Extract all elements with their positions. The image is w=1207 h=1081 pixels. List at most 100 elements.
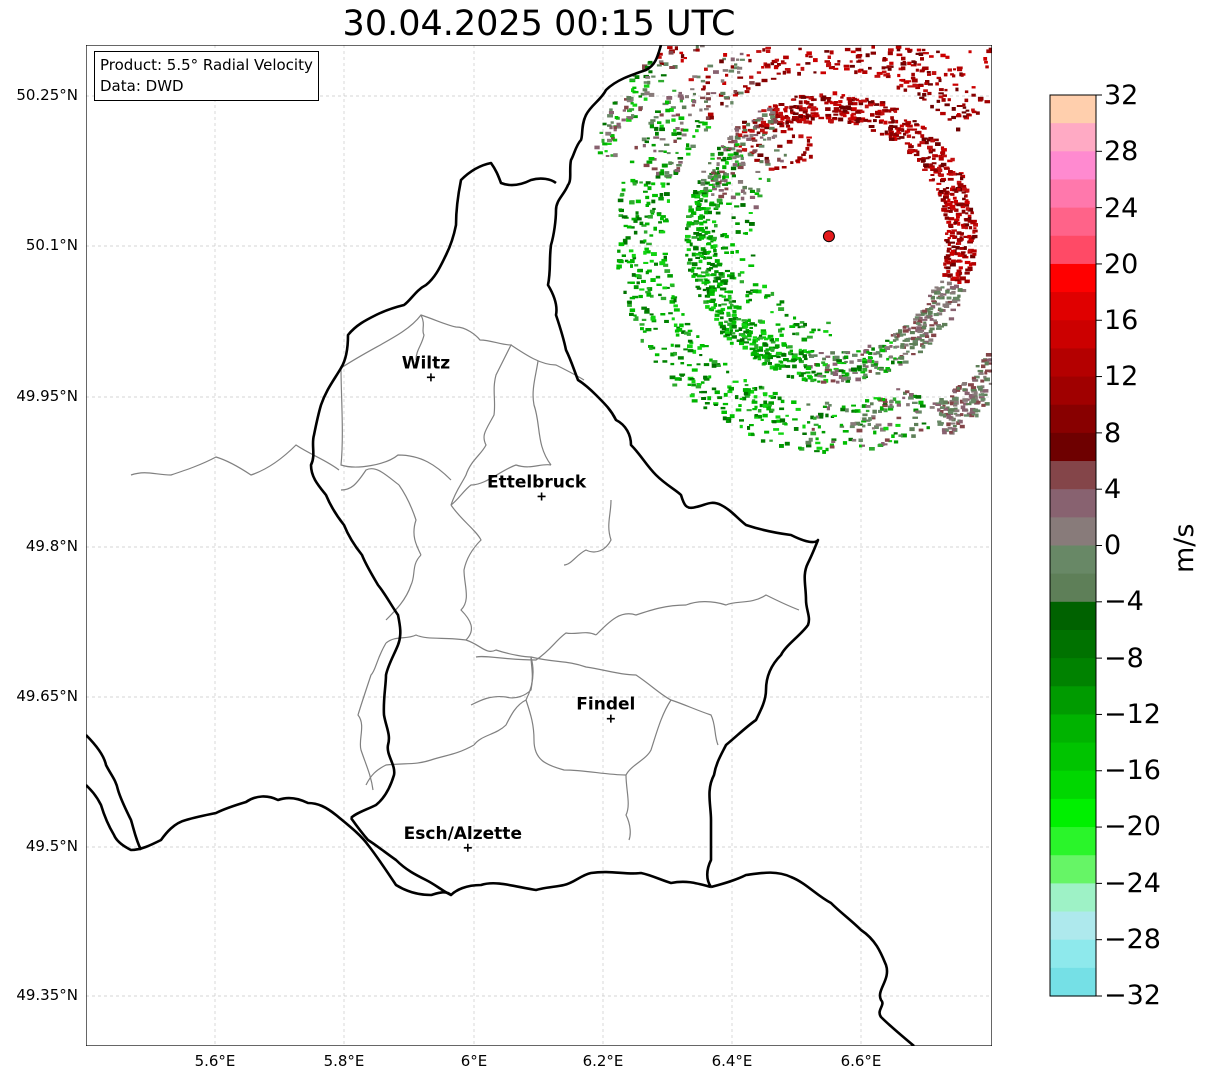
radar-echo-cell: [780, 159, 784, 163]
radar-echo-cell: [930, 174, 935, 176]
radar-echo-cell: [607, 114, 613, 118]
radar-echo-cell: [699, 190, 705, 194]
radar-echo-cell: [685, 253, 689, 257]
radar-echo-cell: [957, 294, 961, 298]
radar-echo-cell: [840, 96, 844, 99]
radar-echo-cell: [725, 105, 729, 108]
radar-echo-cell: [670, 343, 674, 347]
radar-echo-cell: [670, 352, 675, 357]
radar-echo-cell: [930, 305, 936, 309]
radar-echo-cell: [900, 62, 907, 66]
radar-echo-cell: [818, 412, 824, 417]
radar-echo-cell: [878, 409, 882, 413]
radar-echo-cell: [790, 120, 794, 124]
radar-echo-cell: [849, 60, 853, 63]
radar-echo-cell: [887, 51, 893, 56]
radar-echo-cell: [728, 318, 733, 322]
radar-echo-cell: [922, 98, 927, 101]
radar-echo-cell: [829, 445, 835, 449]
radar-echo-cell: [661, 258, 668, 262]
radar-echo-cell: [978, 396, 985, 399]
radar-echo-cell: [830, 371, 834, 375]
radar-echo-cell: [984, 100, 991, 104]
radar-echo-cell: [967, 214, 972, 219]
radar-echo-cell: [906, 128, 913, 131]
radar-echo-cell: [952, 389, 957, 392]
radar-echo-cell: [742, 345, 748, 350]
radar-echo-cell: [651, 182, 656, 186]
radar-echo-cell: [762, 284, 767, 289]
radar-echo-cell: [754, 414, 758, 418]
radar-echo-cell: [713, 249, 717, 253]
radar-echo-cell: [770, 355, 777, 358]
radar-echo-cell: [865, 99, 869, 102]
radar-echo-cell: [601, 138, 605, 143]
radar-echo-cell: [848, 368, 853, 372]
radar-echo-cell: [655, 110, 661, 113]
radar-echo-cell: [810, 112, 817, 115]
lat-tick-label: 50.25°N: [16, 86, 78, 104]
radar-echo-cell: [970, 254, 976, 259]
radar-echo-cell: [701, 229, 706, 233]
radar-echo-cell: [748, 212, 753, 214]
radar-echo-cell: [923, 163, 929, 167]
radar-echo-cell: [779, 300, 785, 304]
radar-echo-cell: [843, 64, 850, 68]
radar-echo-cell: [695, 256, 700, 259]
radar-echo-cell: [798, 47, 802, 51]
radar-echo-cell: [877, 444, 883, 447]
radar-echo-cell: [817, 374, 824, 378]
radar-echo-cell: [812, 354, 818, 357]
radar-echo-cell: [674, 169, 681, 173]
colorbar-tick-label: 32: [1104, 80, 1139, 111]
radar-echo-cell: [878, 345, 883, 349]
radar-echo-cell: [949, 262, 956, 267]
radar-echo-cell: [740, 189, 745, 193]
radar-echo-cell: [957, 303, 961, 307]
radar-echo-cell: [888, 406, 894, 411]
radar-echo-cell: [700, 79, 706, 83]
radar-echo-cell: [826, 97, 830, 100]
radar-echo-cell: [706, 256, 713, 260]
radar-echo-cell: [679, 51, 684, 55]
radar-echo-cell: [833, 371, 837, 376]
radar-echo-cell: [641, 137, 647, 142]
radar-echo-cell: [717, 170, 721, 175]
radar-echo-cell: [949, 286, 956, 289]
radar-echo-cell: [844, 360, 848, 363]
colorbar-band: [1050, 742, 1096, 772]
radar-echo-cell: [774, 65, 780, 68]
radar-echo-cell: [613, 153, 618, 158]
radar-echo-cell: [987, 362, 992, 365]
radar-echo-cell: [950, 395, 955, 398]
radar-echo-cell: [884, 130, 888, 134]
radar-echo-cell: [952, 296, 959, 301]
radar-echo-cell: [968, 50, 972, 54]
radar-echo-cell: [935, 142, 941, 146]
radar-echo-cell: [871, 417, 876, 420]
radar-echo-cell: [735, 395, 739, 400]
radar-echo-cell: [817, 328, 821, 332]
radar-echo-cell: [806, 374, 812, 378]
radar-echo-cell: [751, 119, 756, 123]
radar-echo-cell: [760, 329, 767, 334]
radar-echo-cell: [784, 441, 790, 446]
radar-echo-cell: [941, 293, 947, 296]
radar-echo-cell: [690, 144, 696, 148]
radar-echo-cell: [630, 101, 634, 105]
radar-echo-cell: [882, 57, 887, 61]
radar-echo-cell: [684, 322, 691, 326]
radar-echo-cell: [698, 294, 702, 298]
radar-echo-cell: [663, 150, 667, 153]
radar-echo-cell: [755, 119, 761, 122]
map-panel[interactable]: Wiltz Ettelbruck Findel Esch/Alzette: [86, 45, 992, 1046]
radar-echo-cell: [808, 97, 813, 100]
radar-echo-cell: [897, 361, 903, 364]
radar-echo-cell: [829, 443, 834, 447]
radar-echo-cell: [918, 52, 924, 56]
radar-echo-cell: [928, 315, 933, 318]
radar-echo-cell: [729, 135, 734, 140]
radar-echo-cell: [841, 94, 846, 97]
radar-echo-cell: [960, 413, 964, 417]
